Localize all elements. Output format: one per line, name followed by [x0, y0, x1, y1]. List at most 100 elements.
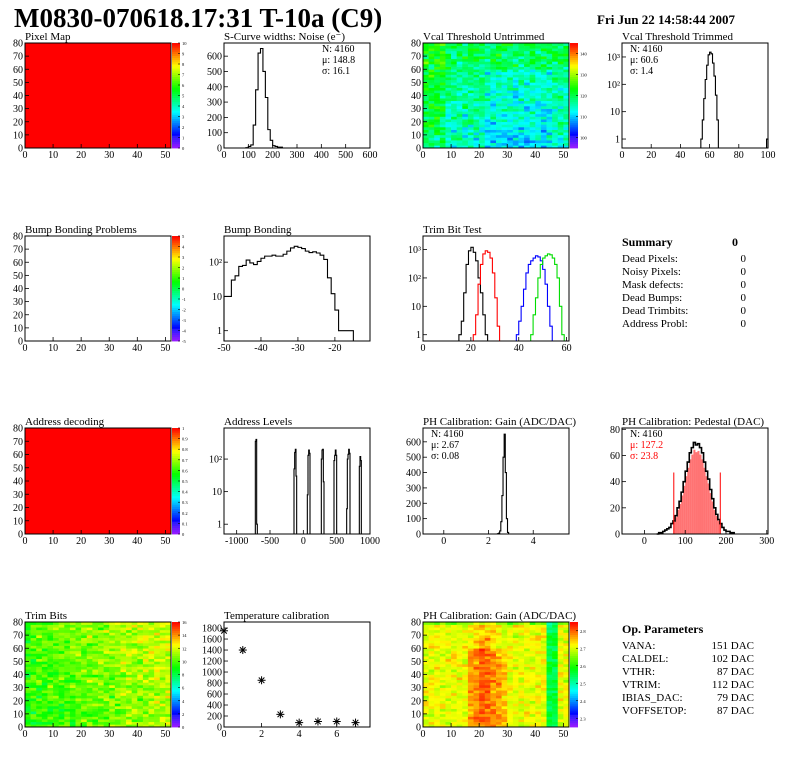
heatmap-cell — [479, 653, 486, 657]
heatmap-cell — [552, 95, 559, 99]
heatmap-cell — [75, 661, 82, 665]
heatmap-cell — [456, 687, 463, 691]
heatmap-cell — [451, 713, 457, 717]
heatmap-cell — [557, 695, 564, 699]
heatmap-cell — [456, 716, 463, 720]
heatmap-cell — [86, 690, 93, 694]
heatmap-cell — [467, 87, 474, 91]
heatmap-cell — [41, 716, 48, 720]
hist-fill — [711, 501, 714, 534]
heatmap-cell — [473, 48, 480, 52]
heatmap-cell — [428, 685, 435, 688]
heatmap-cell — [126, 653, 132, 657]
heatmap-cell — [552, 137, 559, 141]
heatmap-cell — [552, 71, 559, 75]
heatmap-cell — [98, 622, 104, 625]
y-tick-label: 100 — [207, 128, 222, 139]
heatmap-cell — [53, 692, 59, 696]
heatmap-cell — [75, 671, 82, 675]
heatmap-cell — [512, 77, 519, 81]
heatmap-cell — [540, 98, 547, 102]
heatmap-cell — [439, 85, 446, 88]
heatmap-cell — [467, 71, 474, 75]
heatmap-cell — [423, 111, 429, 115]
heatmap-cell — [445, 58, 452, 62]
hist-series-0 — [700, 51, 769, 148]
heatmap-cell — [456, 713, 463, 717]
heatmap-cell — [473, 100, 480, 104]
heatmap-cell — [524, 74, 530, 78]
palette-tick-label: 2.7 — [580, 646, 586, 651]
heatmap-cell — [439, 692, 446, 696]
heatmap-cell — [456, 100, 463, 104]
param-label: IBIAS_DAC: — [622, 692, 683, 704]
heatmap-cell — [507, 724, 514, 728]
heatmap-cell — [456, 124, 463, 128]
heatmap-cell — [434, 698, 441, 702]
heatmap-cell — [518, 640, 525, 644]
heatmap-cell — [535, 137, 542, 141]
palette-swatch — [172, 280, 180, 283]
heatmap-cell — [428, 71, 435, 75]
heatmap-cell — [445, 645, 452, 649]
heatmap-cell — [473, 674, 480, 678]
heatmap-cell — [131, 637, 138, 641]
heatmap-cell — [439, 658, 446, 662]
y-tick-label: 20 — [610, 503, 620, 514]
heatmap-cell — [557, 58, 564, 62]
heatmap-cell — [479, 95, 486, 99]
heatmap-cell — [535, 645, 542, 649]
heatmap-cell — [557, 637, 564, 641]
heatmap-cell — [473, 692, 480, 696]
heatmap-cell — [451, 121, 457, 125]
heatmap-cell — [535, 50, 542, 54]
heatmap-cell — [456, 145, 463, 149]
heatmap-cell — [75, 629, 82, 633]
heatmap-cell — [563, 45, 570, 49]
palette-swatch — [570, 634, 578, 638]
heatmap-cell — [501, 687, 508, 691]
heatmap-cell — [529, 50, 536, 54]
heatmap-cell — [524, 116, 530, 120]
palette-swatch — [172, 85, 180, 88]
heatmap-cell — [496, 74, 502, 78]
heatmap-cell — [557, 50, 564, 54]
heatmap-cell — [148, 682, 155, 686]
heatmap-cell — [512, 119, 519, 123]
palette-tick-label: 0.1 — [182, 521, 188, 526]
heatmap-cell — [490, 69, 497, 73]
palette-swatch — [172, 307, 180, 310]
palette-swatch — [570, 724, 578, 728]
heatmap-cell — [524, 77, 530, 81]
heatmap-cell — [490, 95, 497, 99]
heatmap-cell — [451, 66, 457, 70]
heatmap-cell — [53, 661, 59, 665]
heatmap-cell — [512, 124, 519, 128]
heatmap-cell — [98, 674, 104, 678]
hist-fill — [673, 521, 676, 534]
heatmap-cell — [103, 637, 110, 641]
panel-s-curve-noise: S-Curve widths: Noise (e⁻)0 100 200 300 400 5… — [207, 31, 378, 161]
heatmap-cell — [501, 121, 508, 125]
heatmap-cell — [47, 711, 54, 715]
heatmap-cell — [131, 700, 138, 704]
data-point-star — [257, 676, 266, 685]
heatmap-cell — [456, 129, 463, 133]
heatmap-cell — [473, 682, 480, 686]
heatmap-cell — [467, 656, 474, 660]
heatmap-cell — [148, 700, 155, 704]
heatmap-cell — [490, 653, 497, 657]
heatmap-cell — [81, 679, 88, 683]
heatmap-cell — [456, 121, 463, 125]
heatmap-cell — [41, 679, 48, 683]
heatmap-cell — [142, 687, 149, 691]
palette-tick-label: 6 — [182, 83, 185, 88]
heatmap-cell — [114, 627, 121, 631]
heatmap-cell — [546, 137, 553, 141]
heatmap-cell — [462, 719, 469, 723]
heatmap-cell — [546, 721, 553, 725]
heatmap-cell — [159, 666, 166, 670]
heatmap-cell — [445, 82, 452, 86]
heatmap-cell — [137, 632, 144, 636]
heatmap-cell — [434, 666, 441, 670]
